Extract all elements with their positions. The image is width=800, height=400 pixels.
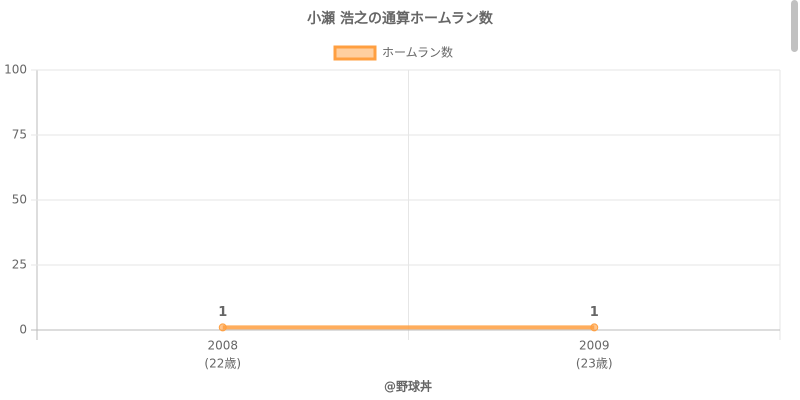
legend-label: ホームラン数 [382,45,453,60]
x-tick-sublabel: (23歳) [576,357,613,371]
data-point [218,323,227,332]
data-label: 1 [218,305,227,320]
scrollbar[interactable] [791,0,798,52]
y-tick-label: 50 [12,193,27,207]
y-tick-label: 100 [4,63,27,77]
y-tick-label: 0 [19,323,27,337]
chart-title: 小瀬 浩之の通算ホームラン数 [307,10,494,27]
x-tick-sublabel: (22歳) [204,357,241,371]
x-tick-label: 2008 [207,339,238,353]
x-axis-label: @野球丼 [384,379,432,394]
legend-swatch [333,45,377,61]
y-tick-label: 75 [12,128,27,142]
y-tick-label: 25 [12,258,27,272]
x-tick-label: 2009 [579,339,610,353]
data-point [590,323,599,332]
data-label: 1 [590,305,599,320]
